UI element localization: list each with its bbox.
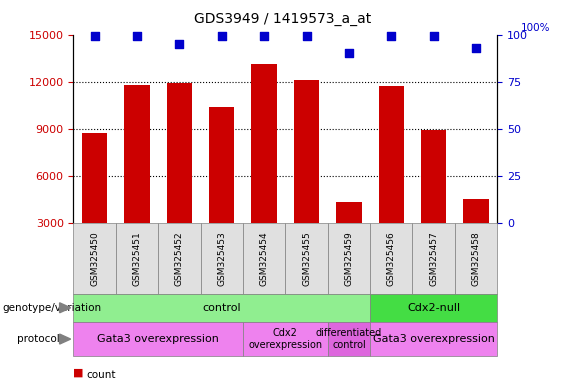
Text: GSM325452: GSM325452 [175, 231, 184, 286]
Text: GSM325459: GSM325459 [345, 231, 353, 286]
Point [302, 33, 311, 40]
Bar [379, 86, 404, 270]
Bar [463, 199, 489, 270]
Point [471, 45, 480, 51]
Point [429, 33, 438, 40]
Text: count: count [86, 370, 115, 380]
Point [175, 41, 184, 47]
Point [386, 33, 396, 40]
Text: Gata3 overexpression: Gata3 overexpression [373, 334, 494, 344]
Point [217, 33, 226, 40]
Bar [294, 80, 319, 270]
Text: GSM325457: GSM325457 [429, 231, 438, 286]
Bar [421, 130, 446, 270]
Text: GSM325450: GSM325450 [90, 231, 99, 286]
Text: 100%: 100% [520, 23, 550, 33]
Text: GSM325456: GSM325456 [387, 231, 396, 286]
Text: control: control [202, 303, 241, 313]
Text: ■: ■ [73, 368, 84, 378]
Text: Cdx2
overexpression: Cdx2 overexpression [248, 328, 323, 350]
Text: GDS3949 / 1419573_a_at: GDS3949 / 1419573_a_at [194, 12, 371, 25]
Text: differentiated
control: differentiated control [316, 328, 382, 350]
Text: protocol: protocol [17, 334, 60, 344]
Text: Gata3 overexpression: Gata3 overexpression [97, 334, 219, 344]
Point [132, 33, 141, 40]
Text: GSM325455: GSM325455 [302, 231, 311, 286]
Bar [82, 133, 107, 270]
Text: GSM325451: GSM325451 [133, 231, 141, 286]
Text: GSM325453: GSM325453 [218, 231, 226, 286]
Text: GSM325458: GSM325458 [472, 231, 480, 286]
Text: genotype/variation: genotype/variation [3, 303, 102, 313]
Point [259, 33, 269, 40]
Bar [209, 107, 234, 270]
Bar [167, 83, 192, 270]
Text: GSM325454: GSM325454 [260, 231, 268, 286]
Point [344, 50, 354, 56]
Bar [124, 85, 150, 270]
Text: Cdx2-null: Cdx2-null [407, 303, 460, 313]
Point [90, 33, 99, 40]
Bar [251, 65, 277, 270]
Bar [336, 202, 362, 270]
